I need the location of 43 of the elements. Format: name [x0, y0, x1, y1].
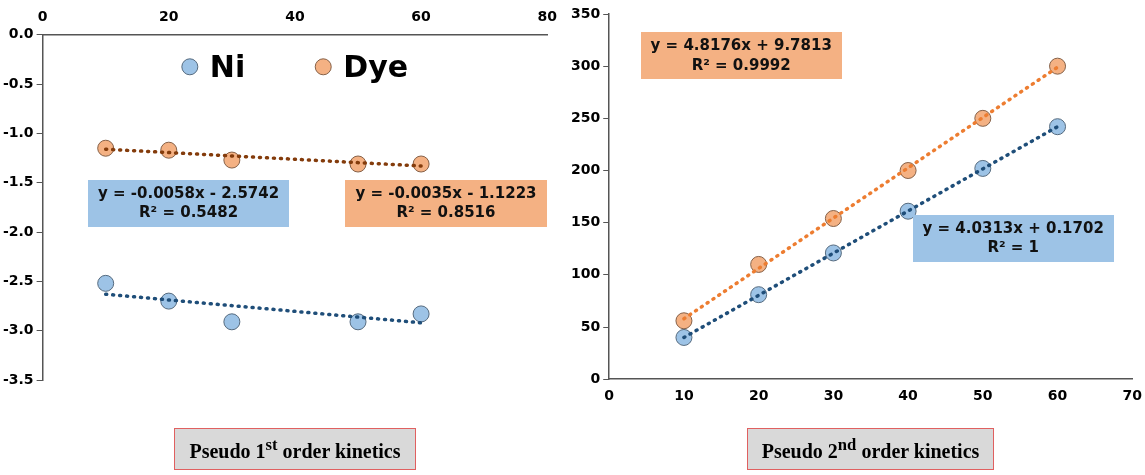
- y-tick-label: -3.5: [2, 370, 34, 387]
- y-tick-label: -0.5: [2, 74, 34, 91]
- x-tick-label: 70: [1122, 387, 1143, 404]
- y-tick-label: 0: [590, 369, 601, 386]
- y-tick-label: 200: [570, 161, 601, 178]
- x-tick-label: 60: [1047, 387, 1068, 404]
- y-tick-label: 350: [570, 4, 601, 21]
- x-tick-label: 80: [537, 8, 558, 25]
- y-tick-label: -3.0: [2, 321, 34, 338]
- y-tick-label: 250: [570, 108, 601, 125]
- annotation: y = 4.8176x + 9.7813 R² = 0.9992: [640, 32, 842, 80]
- legend-label: Dye: [343, 48, 409, 84]
- y-tick-label: -2.5: [2, 272, 34, 289]
- y-tick-label: -1.5: [2, 173, 34, 190]
- x-tick-label: 40: [898, 387, 919, 404]
- y-tick-label: -1.0: [2, 124, 34, 141]
- y-tick-label: 300: [570, 56, 601, 73]
- point: [223, 313, 241, 331]
- x-tick-label: 20: [748, 387, 769, 404]
- annotation: y = -0.0058x - 2.5742 R² = 0.5482: [88, 179, 290, 227]
- y-tick-label: 0.0: [8, 25, 34, 42]
- x-tick-label: 30: [823, 387, 844, 404]
- annotation: y = -0.0035x - 1.1223 R² = 0.8516: [345, 179, 547, 227]
- x-tick-label: 10: [674, 387, 694, 404]
- point: [97, 274, 115, 292]
- point: [675, 312, 693, 330]
- point: [1049, 118, 1067, 136]
- y-tick-label: 150: [570, 213, 601, 230]
- x-tick-label: 0: [37, 8, 48, 25]
- point: [1049, 57, 1067, 75]
- annotation: y = 4.0313x + 0.1702 R² = 1: [912, 214, 1114, 262]
- y-tick-label: -2.0: [2, 222, 34, 239]
- legend-label: Ni: [209, 48, 246, 84]
- text: Pseudo 1$^{st}$ order kinetics: [174, 428, 416, 470]
- y-tick-label: 50: [580, 317, 601, 334]
- x-tick-label: 50: [973, 387, 993, 404]
- point: [412, 305, 430, 323]
- y-tick-label: 100: [570, 265, 601, 282]
- x-tick-label: 40: [285, 8, 305, 25]
- text: Pseudo 2$^{nd}$ order kinetics: [746, 428, 995, 470]
- x-tick-label: 20: [159, 8, 179, 25]
- x-tick-label: 0: [604, 387, 615, 404]
- x-tick-label: 60: [411, 8, 432, 25]
